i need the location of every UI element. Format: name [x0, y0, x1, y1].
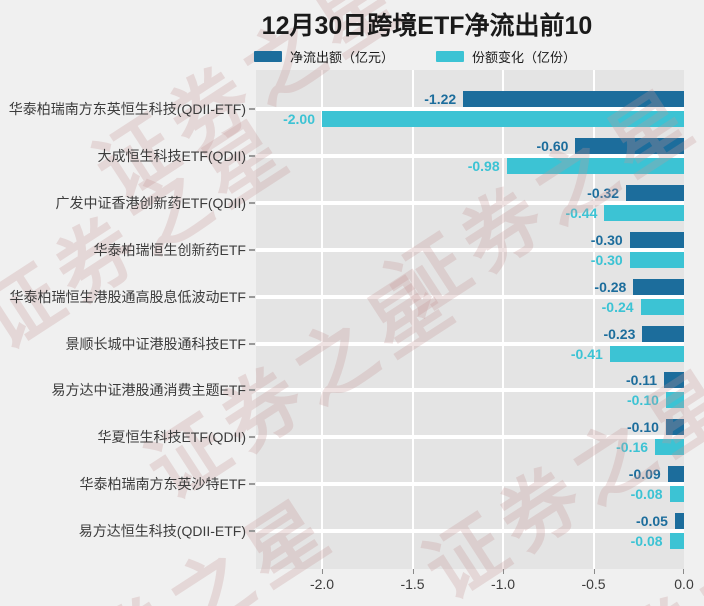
bar-share-change	[655, 439, 684, 456]
bar-share-change	[629, 251, 684, 268]
gridline-category	[256, 435, 684, 440]
category-label: 易方达中证港股通消费主题ETF	[51, 382, 246, 399]
x-tick-mark	[503, 569, 504, 574]
category-label: 广发中证香港创新药ETF(QDII)	[55, 194, 246, 211]
legend-swatch-net-outflow	[253, 51, 282, 62]
gridline-vertical	[592, 70, 595, 569]
legend-item-share-change: 份额变化（亿份）	[436, 47, 576, 66]
chart-title: 12月30日跨境ETF净流出前10	[261, 12, 593, 40]
x-tick-mark	[322, 569, 323, 574]
gridline-vertical	[502, 70, 504, 569]
bar-net-outflow	[626, 184, 684, 201]
bar-net-outflow	[629, 231, 684, 248]
bar-net-outflow	[633, 278, 684, 295]
plot-area: -1.22 -2.00 -0.60 -0.98 -0.32 -0.44 -0.30 -0.30…	[256, 70, 684, 569]
gridline-category	[256, 388, 684, 393]
bars-layer: -1.22 -2.00 -0.60 -0.98 -0.32 -0.44 -0.30 -0.30…	[256, 70, 684, 569]
value-label-net-outflow: -0.60	[536, 137, 569, 154]
gridline-category	[256, 529, 684, 534]
bar-net-outflow	[463, 91, 684, 107]
legend: 净流出额（亿元） 份额变化（亿份）	[253, 47, 576, 66]
bar-share-change	[322, 111, 684, 127]
legend-label-share-change: 份额变化（亿份）	[472, 50, 577, 65]
bar-share-change	[609, 345, 684, 362]
y-tick-mark	[249, 483, 255, 486]
y-tick-mark	[249, 342, 255, 345]
category-label: 华泰柏瑞南方东英沙特ETF	[79, 476, 246, 493]
value-label-share-change: -2.00	[283, 111, 315, 127]
value-label-share-change: -0.16	[616, 439, 649, 456]
legend-swatch-share-change	[436, 51, 464, 62]
value-label-net-outflow: -0.10	[626, 419, 659, 436]
x-tick-label: -2.0	[309, 576, 335, 592]
category-label: 华泰柏瑞恒生创新药ETF	[93, 241, 246, 258]
x-tick-label: -1.0	[490, 576, 516, 592]
bar-share-change	[640, 298, 684, 315]
category-label: 华泰柏瑞恒生港股通高股息低波动ETF	[9, 288, 246, 305]
value-label-net-outflow: -0.11	[625, 372, 658, 389]
bar-net-outflow	[665, 419, 684, 436]
y-tick-mark	[249, 201, 255, 204]
value-label-share-change: -0.41	[570, 345, 603, 362]
bar-net-outflow	[667, 466, 684, 483]
bar-net-outflow	[664, 372, 684, 389]
value-label-share-change: -0.10	[626, 392, 659, 409]
value-label-net-outflow: -0.09	[628, 466, 661, 483]
y-tick-mark	[249, 530, 255, 533]
bar-share-change	[665, 392, 684, 409]
gridline-category	[256, 153, 684, 158]
value-label-net-outflow: -0.05	[636, 513, 668, 530]
category-label: 华夏恒生科技ETF(QDII)	[97, 429, 246, 446]
value-label-net-outflow: -1.22	[424, 91, 457, 107]
category-label: 大成恒生科技ETF(QDII)	[97, 147, 246, 164]
gridline-category	[256, 200, 684, 205]
value-label-net-outflow: -0.30	[590, 231, 623, 248]
bar-share-change	[669, 533, 684, 550]
bar-share-change	[669, 486, 684, 503]
category-label: 景顺长城中证港股通科技ETF	[65, 335, 246, 352]
gridline-category	[256, 294, 684, 299]
value-label-share-change: -0.08	[630, 533, 663, 550]
x-tick-mark	[683, 569, 684, 574]
x-tick-mark	[412, 569, 414, 574]
value-label-net-outflow: -0.32	[587, 184, 620, 201]
value-label-net-outflow: -0.23	[603, 325, 636, 342]
x-tick-mark	[593, 569, 595, 574]
y-tick-mark	[249, 248, 255, 251]
gridline-category	[256, 107, 684, 111]
x-tick-label: -0.5	[581, 576, 606, 592]
gridline-category	[256, 482, 684, 487]
value-label-share-change: -0.24	[601, 298, 634, 315]
x-tick-label: -1.5	[400, 576, 425, 592]
gridline-category	[256, 341, 684, 346]
category-label: 华泰柏瑞南方东英恒生科技(QDII-ETF)	[8, 101, 246, 117]
value-label-share-change: -0.08	[630, 486, 663, 503]
value-label-share-change: -0.30	[590, 251, 623, 268]
gridline-vertical	[411, 70, 414, 569]
bar-share-change	[604, 204, 684, 221]
value-label-share-change: -0.44	[565, 204, 598, 221]
y-tick-mark	[249, 108, 255, 110]
value-label-share-change: -0.98	[467, 157, 500, 174]
gridline-vertical	[321, 70, 323, 569]
legend-item-net-outflow: 净流出额（亿元）	[253, 47, 394, 66]
bar-net-outflow	[674, 513, 684, 530]
x-tick-label: 0.0	[674, 576, 694, 592]
y-tick-mark	[249, 389, 255, 392]
y-tick-mark	[249, 154, 255, 157]
bar-net-outflow	[575, 137, 684, 154]
gridline-category	[256, 247, 684, 252]
category-label: 易方达恒生科技(QDII-ETF)	[78, 523, 246, 540]
legend-label-net-outflow: 净流出额（亿元）	[289, 50, 394, 65]
value-label-net-outflow: -0.28	[594, 278, 627, 295]
bar-net-outflow	[642, 325, 684, 342]
bar-share-change	[506, 157, 684, 174]
y-tick-mark	[249, 295, 255, 298]
y-tick-mark	[249, 436, 255, 439]
